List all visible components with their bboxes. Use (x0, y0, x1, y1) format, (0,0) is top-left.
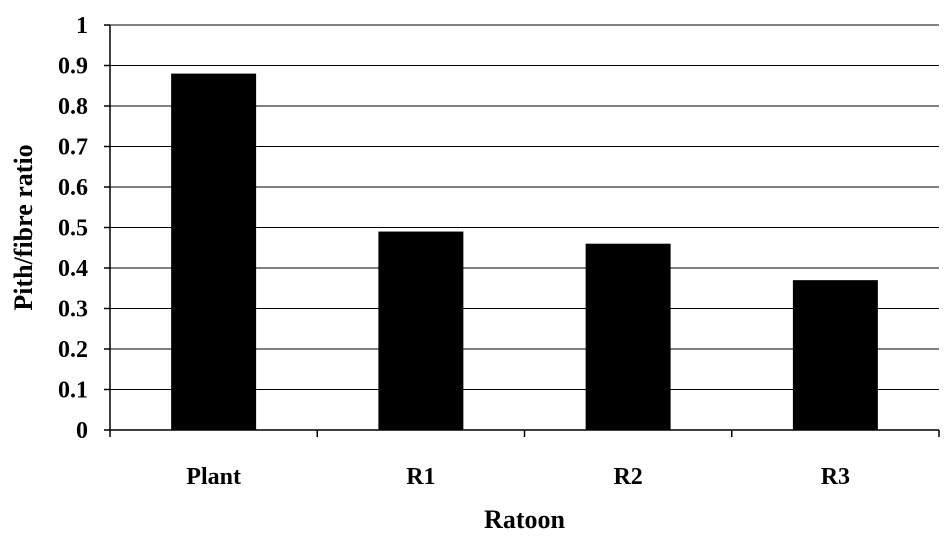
bar-r3 (792, 280, 878, 430)
y-tick-label: 0.9 (58, 54, 88, 80)
bar-plant (171, 73, 257, 430)
x-axis-ticks: Plant R1 R2 R3 (109, 430, 940, 490)
bar-r1 (378, 231, 464, 430)
y-tick-label: 0.5 (58, 216, 88, 242)
x-tick-label: R1 (406, 464, 435, 490)
y-tick-label: 0.8 (58, 94, 88, 120)
bar-r2 (585, 243, 671, 430)
x-tick-label: R2 (613, 464, 642, 490)
y-tick-label: 0.4 (58, 256, 88, 282)
y-tick-label: 1 (76, 13, 88, 39)
y-axis-ticks: 0 0.1 0.2 0.3 0.4 0.5 0.6 0.7 0.8 0.9 1 (58, 13, 110, 444)
y-tick-label: 0 (76, 418, 88, 444)
x-tick-label: Plant (186, 464, 241, 490)
y-tick-label: 0.3 (58, 297, 88, 323)
y-tick-label: 0.2 (58, 337, 88, 363)
x-tick-label: R3 (821, 464, 850, 490)
x-axis-title: Ratoon (484, 505, 565, 534)
y-tick-label: 0.6 (58, 175, 88, 201)
y-tick-label: 0.1 (58, 378, 88, 404)
y-axis-title: Pith/fibre ratio (9, 144, 38, 310)
bars (171, 73, 878, 430)
y-tick-label: 0.7 (58, 135, 88, 161)
